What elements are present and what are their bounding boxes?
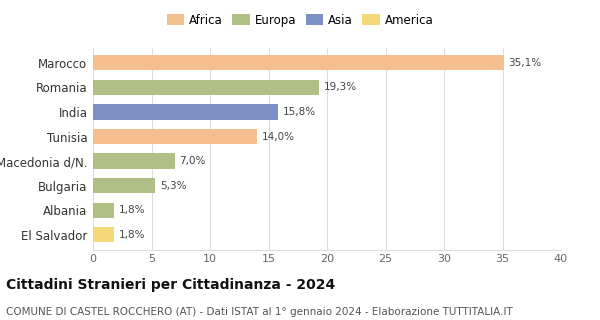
Bar [93,227,114,243]
Text: 1,8%: 1,8% [119,205,145,215]
Bar [93,129,257,144]
Text: 14,0%: 14,0% [262,132,295,141]
Text: 15,8%: 15,8% [283,107,316,117]
Text: COMUNE DI CASTEL ROCCHERO (AT) - Dati ISTAT al 1° gennaio 2024 - Elaborazione TU: COMUNE DI CASTEL ROCCHERO (AT) - Dati IS… [6,307,513,317]
Text: 35,1%: 35,1% [508,58,541,68]
Text: 1,8%: 1,8% [119,230,145,240]
Text: Cittadini Stranieri per Cittadinanza - 2024: Cittadini Stranieri per Cittadinanza - 2… [6,278,335,292]
Bar [93,104,278,120]
Bar [93,55,503,70]
Text: 7,0%: 7,0% [179,156,206,166]
Text: 19,3%: 19,3% [323,82,356,92]
Bar [93,178,155,193]
Bar [93,154,175,169]
Bar [93,203,114,218]
Bar [93,80,319,95]
Text: 5,3%: 5,3% [160,181,186,191]
Legend: Africa, Europa, Asia, America: Africa, Europa, Asia, America [162,9,438,32]
